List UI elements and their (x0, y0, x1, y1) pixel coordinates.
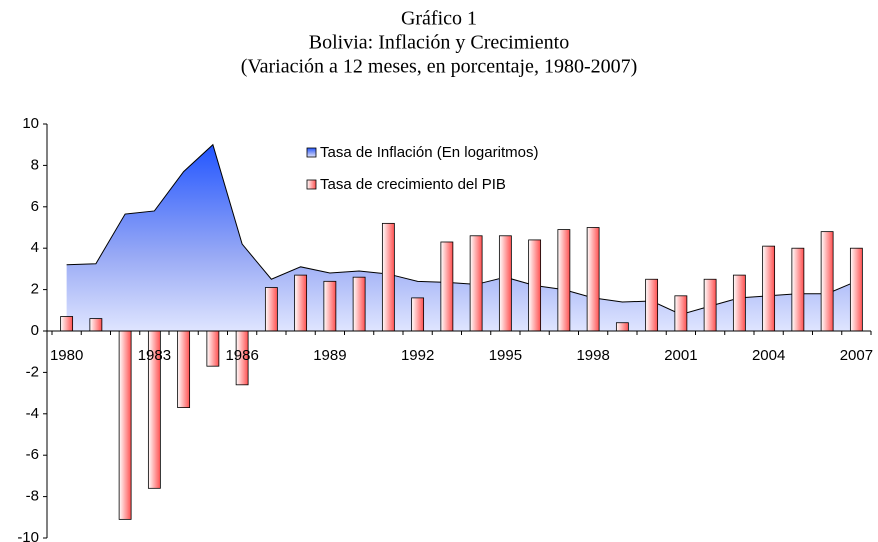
bar (60, 316, 74, 332)
x-tick-label: 1986 (225, 347, 258, 364)
x-tick-label: 1983 (138, 347, 171, 364)
bar (703, 278, 717, 332)
y-tick-label: -8 (26, 488, 39, 505)
legend-label: Tasa de Inflación (En logaritmos) (320, 144, 538, 161)
bar (849, 247, 863, 332)
bar (89, 318, 103, 332)
bar (323, 280, 337, 332)
y-tick-label: 0 (31, 322, 39, 339)
y-tick-label: 10 (22, 115, 39, 132)
x-tick-label: 2001 (664, 347, 697, 364)
bar (557, 229, 571, 332)
bar (732, 274, 746, 332)
bar (411, 297, 425, 332)
bar (206, 330, 220, 367)
bar (645, 278, 659, 332)
bar (381, 222, 395, 332)
x-tick-label: 1992 (401, 347, 434, 364)
bar (294, 274, 308, 332)
y-tick-label: -2 (26, 363, 39, 380)
bar (528, 239, 542, 332)
y-tick-label: 6 (31, 198, 39, 215)
bar (352, 276, 366, 332)
chart-title: Gráfico 1 (401, 8, 477, 30)
bar (118, 330, 132, 520)
legend-swatch (306, 147, 317, 158)
bar (498, 235, 512, 332)
bar (674, 295, 688, 332)
legend-label: Tasa de crecimiento del PIB (320, 176, 506, 193)
chart-subtitle: (Variación a 12 meses, en porcentaje, 19… (241, 56, 638, 78)
bar (615, 322, 629, 332)
x-tick-label: 1980 (50, 347, 83, 364)
y-tick-label: -10 (17, 529, 39, 542)
bar (762, 245, 776, 332)
bar (791, 247, 805, 332)
bar (264, 287, 278, 332)
x-tick-label: 1995 (489, 347, 522, 364)
y-tick-label: 8 (31, 156, 39, 173)
area (66, 144, 857, 331)
chart-subtitle: Bolivia: Inflación y Crecimiento (309, 32, 570, 54)
bar (469, 235, 483, 332)
legend-swatch (306, 179, 317, 190)
y-tick-label: -4 (26, 405, 39, 422)
y-tick-label: 2 (31, 281, 39, 298)
x-tick-label: 2004 (752, 347, 785, 364)
y-tick-label: 4 (31, 239, 39, 256)
bar (820, 231, 834, 332)
x-tick-label: 1998 (576, 347, 609, 364)
x-tick-label: 1989 (313, 347, 346, 364)
bar (586, 227, 600, 332)
bar (440, 241, 454, 332)
bar (177, 330, 191, 408)
x-tick-label: 2007 (840, 347, 873, 364)
y-tick-label: -6 (26, 446, 39, 463)
area-line (66, 143, 857, 315)
